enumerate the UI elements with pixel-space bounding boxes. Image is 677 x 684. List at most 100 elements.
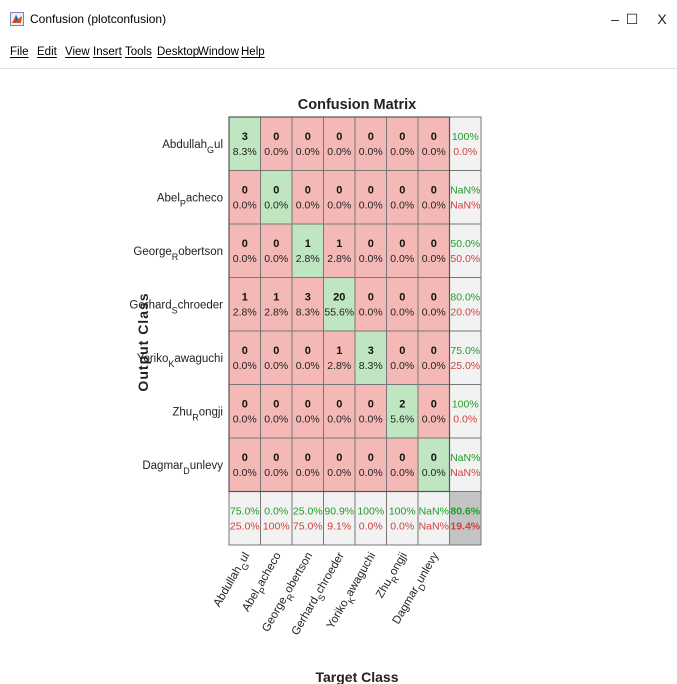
menu-desktop[interactable]: Desktop [157, 46, 200, 58]
matrix-cell-5-2 [291, 384, 324, 439]
y-tick-label-2: GeorgeRobertson [133, 246, 223, 262]
cell-count-5-2: 0 [305, 399, 311, 411]
matrix-cell-7-3 [323, 491, 356, 546]
cell-percent-0-0: 8.3% [233, 146, 257, 158]
cell-percent-2-4: 0.0% [359, 253, 383, 265]
cell-percent-4-3: 2.8% [327, 360, 351, 372]
cell-percent-6-3: 0.0% [327, 467, 351, 479]
cell-percent-5-6: 0.0% [422, 414, 446, 426]
cell-count-1-2: 0 [305, 185, 311, 197]
cell-percent-1-2: 0.0% [296, 200, 320, 212]
menu-window[interactable]: Window [198, 46, 239, 58]
cell-percent-5-1: 0.0% [264, 414, 288, 426]
matrix-cell-0-7 [449, 116, 482, 171]
summary-correct-7-0: 75.0% [230, 506, 260, 518]
summary-correct-7-4: 100% [357, 506, 384, 518]
matrix-cell-1-5 [386, 170, 419, 225]
summary-wrong-6-7: NaN% [450, 467, 480, 479]
y-tick-label-5: ZhuRongji [172, 406, 223, 422]
matrix-cell-2-0 [228, 223, 261, 278]
matrix-cell-2-6 [417, 223, 450, 278]
cell-percent-0-5: 0.0% [390, 146, 414, 158]
cell-percent-3-3: 55.6% [324, 307, 354, 319]
menu-help[interactable]: Help [241, 46, 265, 58]
summary-wrong-3-7: 20.0% [450, 307, 480, 319]
matrix-cell-6-5 [386, 437, 419, 492]
x-axis-label: Target Class [316, 669, 399, 684]
cell-count-0-2: 0 [305, 131, 311, 143]
cell-percent-4-0: 0.0% [233, 360, 257, 372]
cell-percent-2-1: 0.0% [264, 253, 288, 265]
matrix-cell-2-1 [260, 223, 293, 278]
matlab-figure-icon [10, 12, 24, 26]
matrix-cell-7-4 [354, 491, 387, 546]
summary-wrong-7-3: 9.1% [327, 521, 351, 533]
matrix-cell-1-3 [323, 170, 356, 225]
cell-percent-0-3: 0.0% [327, 146, 351, 158]
matrix-cell-3-7 [449, 277, 482, 332]
matrix-cell-4-5 [386, 330, 419, 385]
summary-correct-7-5: 100% [389, 506, 416, 518]
matrix-cell-0-5 [386, 116, 419, 171]
menu-tools[interactable]: Tools [125, 46, 152, 58]
cell-count-1-6: 0 [431, 185, 437, 197]
cell-count-1-1: 0 [273, 185, 279, 197]
matrix-cell-2-7 [449, 223, 482, 278]
cell-count-5-3: 0 [336, 399, 342, 411]
cell-count-1-4: 0 [368, 185, 374, 197]
menu-insert[interactable]: Insert [93, 46, 122, 58]
maximize-button[interactable]: ☐ [625, 11, 639, 27]
summary-wrong-7-4: 0.0% [359, 521, 383, 533]
cell-count-5-1: 0 [273, 399, 279, 411]
cell-count-3-3: 20 [333, 292, 345, 304]
matrix-cell-5-1 [260, 384, 293, 439]
cell-percent-2-5: 0.0% [390, 253, 414, 265]
matrix-cell-5-5 [386, 384, 419, 439]
summary-wrong-2-7: 50.0% [450, 253, 480, 265]
cell-count-4-5: 0 [399, 345, 405, 357]
matrix-cell-7-0 [228, 491, 261, 546]
cell-percent-4-2: 0.0% [296, 360, 320, 372]
cell-count-0-3: 0 [336, 131, 342, 143]
cell-count-6-3: 0 [336, 452, 342, 464]
menu-view[interactable]: View [65, 46, 90, 58]
matrix-cell-3-3 [323, 277, 356, 332]
cell-count-3-0: 1 [242, 292, 248, 304]
cell-count-4-1: 0 [273, 345, 279, 357]
menu-file[interactable]: File [10, 46, 29, 58]
matrix-cell-5-6 [417, 384, 450, 439]
summary-wrong-0-7: 0.0% [453, 146, 477, 158]
cell-count-0-6: 0 [431, 131, 437, 143]
matrix-cell-0-1 [260, 116, 293, 171]
matrix-cell-0-4 [354, 116, 387, 171]
matrix-cell-1-1 [260, 170, 293, 225]
matrix-cell-5-3 [323, 384, 356, 439]
matrix-cell-2-2 [291, 223, 324, 278]
matrix-cell-4-4 [354, 330, 387, 385]
cell-count-1-5: 0 [399, 185, 405, 197]
cell-percent-0-1: 0.0% [264, 146, 288, 158]
y-tick-label-1: AbelPacheco [157, 192, 223, 208]
cell-count-3-5: 0 [399, 292, 405, 304]
summary-correct-3-7: 80.0% [450, 292, 480, 304]
matrix-cell-1-6 [417, 170, 450, 225]
cell-count-2-2: 1 [305, 238, 311, 250]
close-button[interactable]: X [657, 11, 667, 27]
matrix-cell-4-7 [449, 330, 482, 385]
matrix-cell-6-3 [323, 437, 356, 492]
figure-canvas: Confusion Matrix Output Class Target Cla… [0, 69, 677, 684]
chart-title: Confusion Matrix [298, 97, 416, 113]
menu-edit[interactable]: Edit [37, 46, 57, 58]
matrix-border [228, 116, 451, 493]
matrix-cell-3-1 [260, 277, 293, 332]
cell-percent-1-1: 0.0% [264, 200, 288, 212]
matrix-cell-4-6 [417, 330, 450, 385]
matrix-cell-1-4 [354, 170, 387, 225]
minimize-button[interactable]: – [611, 11, 619, 27]
cell-percent-4-1: 0.0% [264, 360, 288, 372]
cell-percent-0-2: 0.0% [296, 146, 320, 158]
cell-percent-2-6: 0.0% [422, 253, 446, 265]
matrix-cell-2-4 [354, 223, 387, 278]
cell-percent-3-1: 2.8% [264, 307, 288, 319]
summary-wrong-7-5: 0.0% [390, 521, 414, 533]
